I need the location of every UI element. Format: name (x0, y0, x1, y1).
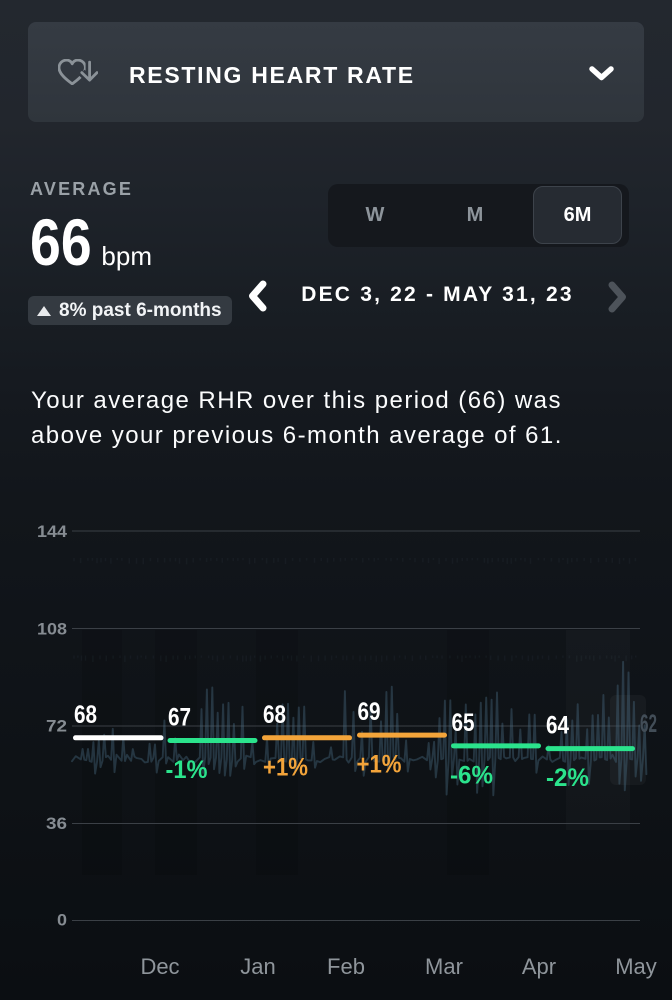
svg-text:108: 108 (37, 620, 67, 639)
svg-text:144: 144 (37, 522, 68, 541)
svg-text:68: 68 (74, 701, 97, 729)
svg-text:+1%: +1% (263, 753, 308, 781)
svg-text:-6%: -6% (450, 761, 493, 789)
svg-text:65: 65 (452, 709, 475, 737)
svg-text:68: 68 (263, 701, 286, 729)
svg-text:-2%: -2% (546, 764, 589, 792)
svg-text:69: 69 (358, 698, 381, 726)
svg-text:67: 67 (168, 704, 191, 732)
svg-text:May: May (615, 954, 657, 979)
svg-text:Apr: Apr (522, 954, 556, 979)
svg-text:72: 72 (46, 717, 67, 736)
svg-text:62: 62 (640, 710, 657, 738)
svg-text:Jan: Jan (240, 954, 275, 979)
svg-text:Mar: Mar (425, 954, 463, 979)
svg-text:64: 64 (546, 712, 569, 740)
svg-text:-1%: -1% (166, 756, 208, 784)
svg-text:36: 36 (46, 814, 67, 833)
svg-text:Dec: Dec (140, 954, 179, 979)
svg-text:+1%: +1% (357, 751, 402, 779)
svg-text:0: 0 (57, 911, 67, 930)
svg-text:Feb: Feb (327, 954, 365, 979)
